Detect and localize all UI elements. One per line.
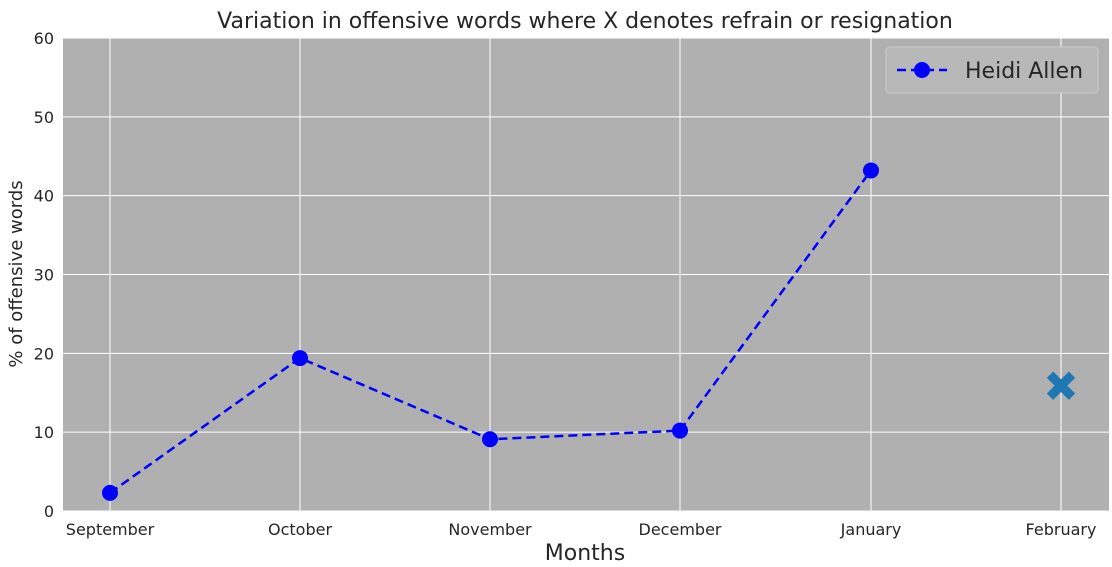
resignation-x-marker (1046, 371, 1076, 400)
y-tick-label: 40 (34, 187, 54, 206)
legend-label: Heidi Allen (965, 59, 1083, 84)
x-tick-label: February (1026, 520, 1097, 539)
data-point (482, 431, 498, 448)
legend: Heidi Allen (885, 46, 1099, 94)
legend-marker (914, 62, 930, 78)
x-axis-ticks: September October November December January F… (66, 520, 1097, 539)
x-tick-label: November (448, 520, 532, 539)
series-layer (102, 162, 879, 501)
y-axis-label: % of offensive words (6, 180, 27, 367)
y-tick-label: 20 (34, 344, 54, 363)
legend-box (885, 46, 1099, 94)
y-tick-label: 0 (44, 502, 54, 521)
y-tick-label: 60 (34, 29, 54, 48)
chart-title: Variation in offensive words where X den… (217, 9, 953, 34)
y-axis-ticks: 0 10 20 30 40 50 60 (34, 29, 54, 521)
special-marker-layer (1046, 371, 1076, 400)
data-point (102, 484, 118, 501)
data-point (292, 350, 308, 367)
x-marker-stroke (1046, 371, 1076, 400)
x-axis-label: Months (545, 541, 625, 566)
y-tick-label: 30 (34, 266, 54, 285)
data-point (672, 422, 688, 439)
x-tick-label: September (66, 520, 155, 539)
y-tick-label: 10 (34, 423, 54, 442)
x-tick-label: December (639, 520, 722, 539)
x-tick-label: October (268, 520, 332, 539)
x-tick-label: January (840, 520, 902, 539)
y-tick-label: 50 (34, 108, 54, 127)
data-point (863, 162, 879, 179)
